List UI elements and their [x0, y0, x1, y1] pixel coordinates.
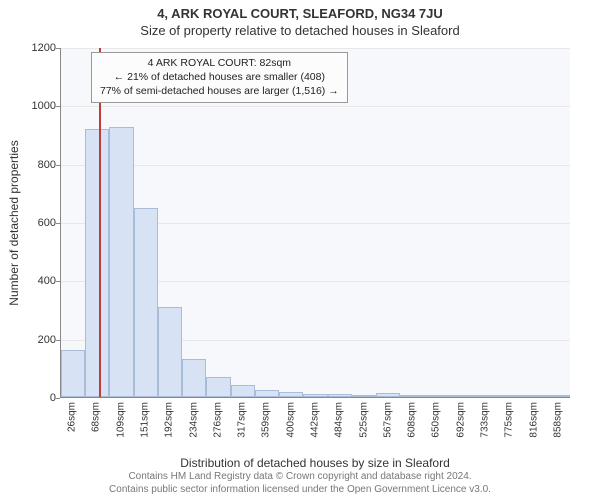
histogram-bar	[303, 394, 327, 397]
histogram-bar	[134, 208, 158, 397]
x-tick-label: 26sqm	[67, 402, 78, 432]
x-tick-label: 567sqm	[382, 402, 393, 438]
y-tick-label: 800	[16, 159, 56, 171]
y-tick-label: 600	[16, 217, 56, 229]
x-tick-label: 276sqm	[212, 402, 223, 438]
annotation-line1: 4 ARK ROYAL COURT: 82sqm	[100, 56, 339, 70]
histogram-bar	[425, 395, 449, 397]
histogram-bar	[61, 350, 85, 397]
x-tick-label: 317sqm	[237, 402, 248, 438]
histogram-bar	[182, 359, 206, 397]
y-tick-label: 0	[16, 392, 56, 404]
annotation-box: 4 ARK ROYAL COURT: 82sqm ← 21% of detach…	[91, 52, 348, 103]
histogram-bar	[473, 395, 497, 397]
y-tick-label: 1200	[16, 42, 56, 54]
x-tick-label: 858sqm	[552, 402, 563, 438]
y-tick-label: 1000	[16, 100, 56, 112]
footer-line2: Contains public sector information licen…	[0, 483, 600, 496]
x-tick-label: 650sqm	[431, 402, 442, 438]
x-axis-label: Distribution of detached houses by size …	[60, 456, 570, 470]
histogram-bar	[449, 395, 473, 397]
page-subtitle: Size of property relative to detached ho…	[0, 21, 600, 38]
x-tick-label: 608sqm	[407, 402, 418, 438]
y-tick-label: 400	[16, 275, 56, 287]
histogram-bar	[497, 395, 521, 397]
histogram-bar	[521, 395, 545, 397]
annotation-line3: 77% of semi-detached houses are larger (…	[100, 84, 339, 98]
histogram-bar	[206, 377, 230, 397]
histogram-bar	[231, 385, 255, 397]
x-tick-label: 525sqm	[358, 402, 369, 438]
page-title-address: 4, ARK ROYAL COURT, SLEAFORD, NG34 7JU	[0, 0, 600, 21]
histogram-bar	[400, 395, 424, 397]
chart-area: Number of detached properties 4 ARK ROYA…	[60, 48, 570, 398]
x-tick-label: 192sqm	[164, 402, 175, 438]
x-tick-label: 359sqm	[261, 402, 272, 438]
x-tick-label: 775sqm	[504, 402, 515, 438]
histogram-bar	[255, 390, 279, 397]
x-tick-label: 733sqm	[480, 402, 491, 438]
annotation-line2: ← 21% of detached houses are smaller (40…	[100, 70, 339, 84]
x-tick-label: 68sqm	[91, 402, 102, 432]
x-tick-label: 234sqm	[188, 402, 199, 438]
plot-area: 4 ARK ROYAL COURT: 82sqm ← 21% of detach…	[60, 48, 570, 398]
x-tick-label: 484sqm	[334, 402, 345, 438]
x-tick-label: 151sqm	[140, 402, 151, 438]
x-tick-label: 692sqm	[455, 402, 466, 438]
histogram-bar	[546, 395, 570, 397]
histogram-bar	[109, 127, 133, 397]
histogram-bar	[85, 129, 109, 397]
footer-attribution: Contains HM Land Registry data © Crown c…	[0, 470, 600, 496]
histogram-bar	[376, 393, 400, 397]
histogram-bar	[279, 392, 303, 397]
histogram-bar	[352, 395, 376, 397]
histogram-bar	[328, 394, 352, 397]
x-tick-label: 816sqm	[528, 402, 539, 438]
x-tick-label: 109sqm	[115, 402, 126, 438]
x-tick-label: 442sqm	[310, 402, 321, 438]
y-tick-label: 200	[16, 334, 56, 346]
x-tick-label: 400sqm	[285, 402, 296, 438]
chart-container: 4, ARK ROYAL COURT, SLEAFORD, NG34 7JU S…	[0, 0, 600, 500]
histogram-bar	[158, 307, 182, 397]
footer-line1: Contains HM Land Registry data © Crown c…	[0, 470, 600, 483]
